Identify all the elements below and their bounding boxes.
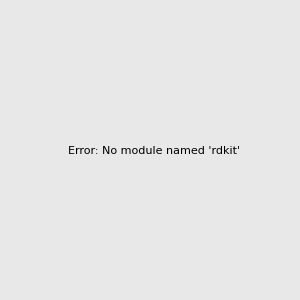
Text: Error: No module named 'rdkit': Error: No module named 'rdkit' <box>68 146 240 157</box>
